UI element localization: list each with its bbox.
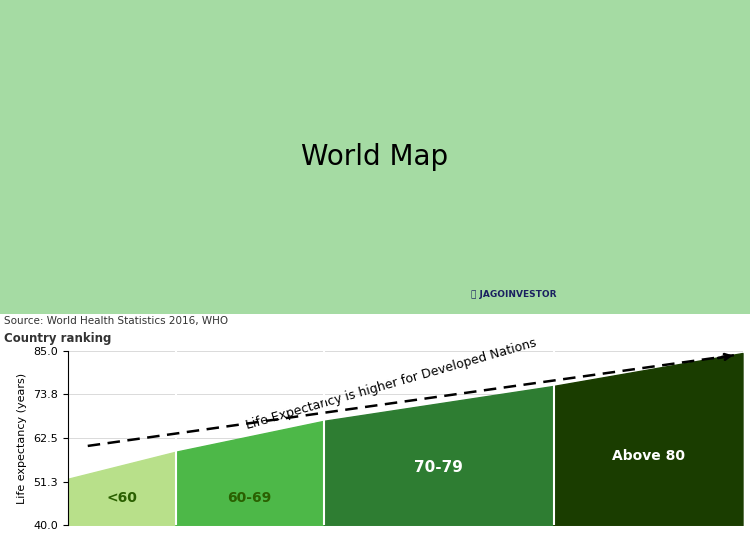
- Y-axis label: Life expectancy (years): Life expectancy (years): [17, 373, 27, 504]
- Text: Life Expectancy is higher for Developed Nations: Life Expectancy is higher for Developed …: [244, 336, 538, 432]
- Text: 🔥 JAGOINVESTOR: 🔥 JAGOINVESTOR: [471, 291, 556, 299]
- Text: 60-69: 60-69: [228, 491, 272, 505]
- Text: <60: <60: [106, 491, 137, 505]
- Text: 70-79: 70-79: [414, 460, 464, 475]
- Text: World Map: World Map: [302, 143, 448, 171]
- Text: Country ranking: Country ranking: [4, 332, 111, 345]
- Text: Above 80: Above 80: [611, 449, 685, 463]
- Text: Source: World Health Statistics 2016, WHO: Source: World Health Statistics 2016, WH…: [4, 316, 228, 326]
